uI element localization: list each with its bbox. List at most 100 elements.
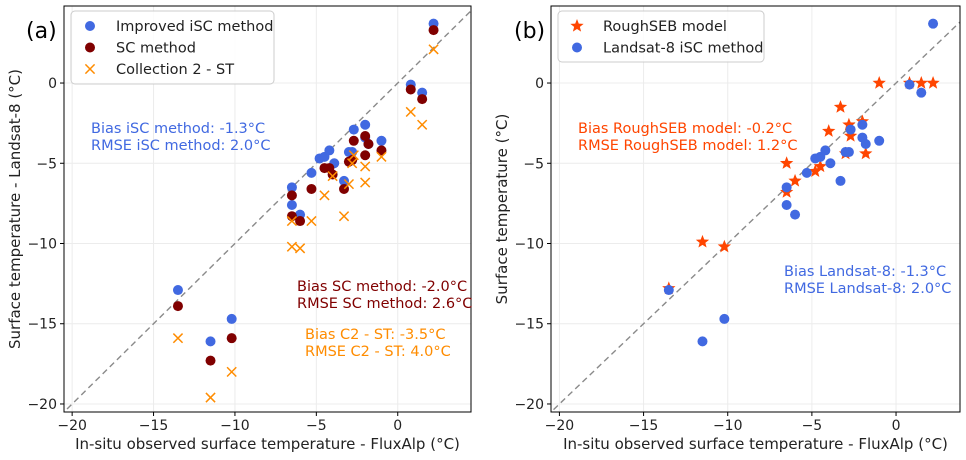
data-point-landsat-8-isc-method bbox=[719, 313, 730, 324]
data-point-collection-2-st bbox=[338, 211, 350, 222]
x-tick-label: −20 bbox=[57, 418, 87, 434]
data-point-roughseb-model bbox=[842, 117, 856, 131]
x-tick-label: −5 bbox=[306, 418, 327, 434]
legend-marker bbox=[572, 42, 582, 53]
data-point-sc-method bbox=[348, 135, 359, 146]
x-tick-label: −15 bbox=[629, 418, 659, 434]
data-point-collection-2-st bbox=[306, 215, 317, 227]
x-tick-label: −10 bbox=[220, 418, 250, 434]
y-tick-label: −15 bbox=[514, 317, 544, 333]
data-point-sc-method bbox=[360, 130, 371, 141]
data-point-landsat-8-isc-method bbox=[857, 119, 868, 130]
data-point-sc-method bbox=[327, 169, 338, 180]
x-tick-label: −10 bbox=[713, 418, 743, 434]
data-point-improved-isc-method bbox=[339, 175, 350, 186]
y-tick-label: −20 bbox=[514, 397, 544, 413]
legend-entry: Improved iSC method bbox=[116, 19, 273, 35]
data-point-landsat-8-isc-method bbox=[820, 145, 831, 156]
data-point-sc-method bbox=[295, 216, 306, 227]
data-point-improved-isc-method bbox=[172, 285, 183, 296]
data-point-sc-method bbox=[347, 155, 358, 166]
data-point-collection-2-st bbox=[319, 190, 330, 201]
data-point-improved-isc-method bbox=[226, 313, 237, 324]
y-tick-label: 0 bbox=[535, 76, 544, 92]
stats-annotation: Bias Landsat-8: -1.3°C RMSE Landsat-8: 2.… bbox=[784, 264, 951, 297]
data-point-collection-2-st bbox=[347, 158, 358, 169]
legend: Improved iSC method SC method Collection 2… bbox=[70, 10, 275, 85]
data-point-collection-2-st bbox=[205, 392, 216, 403]
x-tick-label: −15 bbox=[139, 418, 169, 434]
stats-annotation: Bias iSC method: -1.3°C RMSE iSC method: … bbox=[91, 121, 270, 154]
x-tick-label: −5 bbox=[802, 418, 823, 434]
stats-annotation: Bias C2 - ST: -3.5°C RMSE C2 - ST: 4.0°C bbox=[305, 327, 451, 360]
data-point-landsat-8-isc-method bbox=[790, 209, 801, 220]
identity-line bbox=[551, 21, 960, 412]
stats-annotation: Bias SC method: -2.0°C RMSE SC method: 2.… bbox=[297, 279, 472, 312]
data-point-landsat-8-isc-method bbox=[781, 199, 792, 210]
axes-frame bbox=[63, 5, 472, 413]
data-point-collection-2-st bbox=[343, 178, 355, 190]
x-axis-label: In-situ observed surface temperature - F… bbox=[563, 435, 948, 453]
y-tick-label: −10 bbox=[514, 237, 544, 253]
legend-marker bbox=[85, 42, 95, 53]
data-point-sc-method bbox=[405, 84, 416, 95]
stats-annotation: Bias RoughSEB model: -0.2°C RMSE RoughSEB… bbox=[578, 121, 797, 154]
data-point-improved-isc-method bbox=[286, 182, 297, 193]
legend-box bbox=[70, 10, 275, 85]
data-point-landsat-8-isc-method bbox=[860, 139, 871, 150]
y-tick-label: −10 bbox=[27, 237, 57, 253]
data-point-improved-isc-method bbox=[306, 167, 317, 178]
y-tick-label: −20 bbox=[27, 397, 57, 413]
data-point-collection-2-st bbox=[360, 177, 371, 188]
data-point-improved-isc-method bbox=[286, 199, 297, 210]
y-tick-label: −5 bbox=[523, 156, 544, 172]
data-point-landsat-8-isc-method bbox=[781, 182, 792, 193]
data-point-landsat-8-isc-method bbox=[916, 87, 927, 98]
data-point-collection-2-st bbox=[226, 366, 237, 378]
legend: RoughSEB model Landsat-8 iSC method bbox=[557, 10, 765, 63]
data-point-roughseb-model bbox=[808, 164, 822, 177]
data-point-roughseb-model bbox=[779, 156, 794, 169]
legend-entry: Collection 2 - ST bbox=[116, 62, 234, 78]
data-point-landsat-8-isc-method bbox=[904, 79, 915, 90]
data-point-improved-isc-method bbox=[205, 336, 216, 347]
y-axis-label: Surface temperature - Landsat-8 (°C) bbox=[6, 69, 24, 349]
y-axis-label: Surface temperature (°C) bbox=[493, 114, 511, 305]
data-point-sc-method bbox=[417, 94, 428, 105]
data-point-improved-isc-method bbox=[348, 124, 359, 135]
data-point-landsat-8-isc-method bbox=[663, 285, 674, 296]
panel-label: (a) bbox=[26, 19, 57, 44]
data-point-sc-method bbox=[360, 150, 371, 161]
data-point-collection-2-st bbox=[417, 119, 428, 130]
data-point-collection-2-st bbox=[294, 243, 306, 254]
data-point-landsat-8-isc-method bbox=[928, 18, 939, 29]
data-point-roughseb-model bbox=[926, 76, 940, 89]
data-point-landsat-8-isc-method bbox=[801, 167, 812, 178]
legend-marker bbox=[85, 21, 95, 31]
data-point-landsat-8-isc-method bbox=[845, 124, 856, 135]
data-point-collection-2-st bbox=[405, 106, 416, 118]
plot-area bbox=[64, 9, 471, 412]
data-point-collection-2-st bbox=[286, 241, 298, 252]
legend-entry: RoughSEB model bbox=[603, 19, 727, 35]
x-tick-label: 0 bbox=[892, 418, 901, 434]
data-point-roughseb-model bbox=[695, 234, 710, 248]
axes-frame bbox=[550, 5, 961, 413]
data-point-collection-2-st bbox=[286, 215, 298, 227]
legend-box bbox=[557, 10, 765, 63]
data-point-roughseb-model bbox=[822, 124, 836, 137]
data-point-roughseb-model bbox=[788, 173, 802, 187]
data-point-sc-method bbox=[428, 25, 439, 36]
data-point-sc-method bbox=[306, 183, 317, 194]
legend-entry: SC method bbox=[116, 41, 196, 57]
data-point-landsat-8-isc-method bbox=[843, 147, 854, 158]
y-tick-label: 0 bbox=[48, 76, 57, 92]
data-point-collection-2-st bbox=[327, 170, 338, 182]
data-point-roughseb-model bbox=[833, 100, 848, 113]
data-point-sc-method bbox=[172, 301, 183, 312]
plot-area bbox=[551, 18, 960, 412]
identity-line bbox=[64, 9, 471, 412]
